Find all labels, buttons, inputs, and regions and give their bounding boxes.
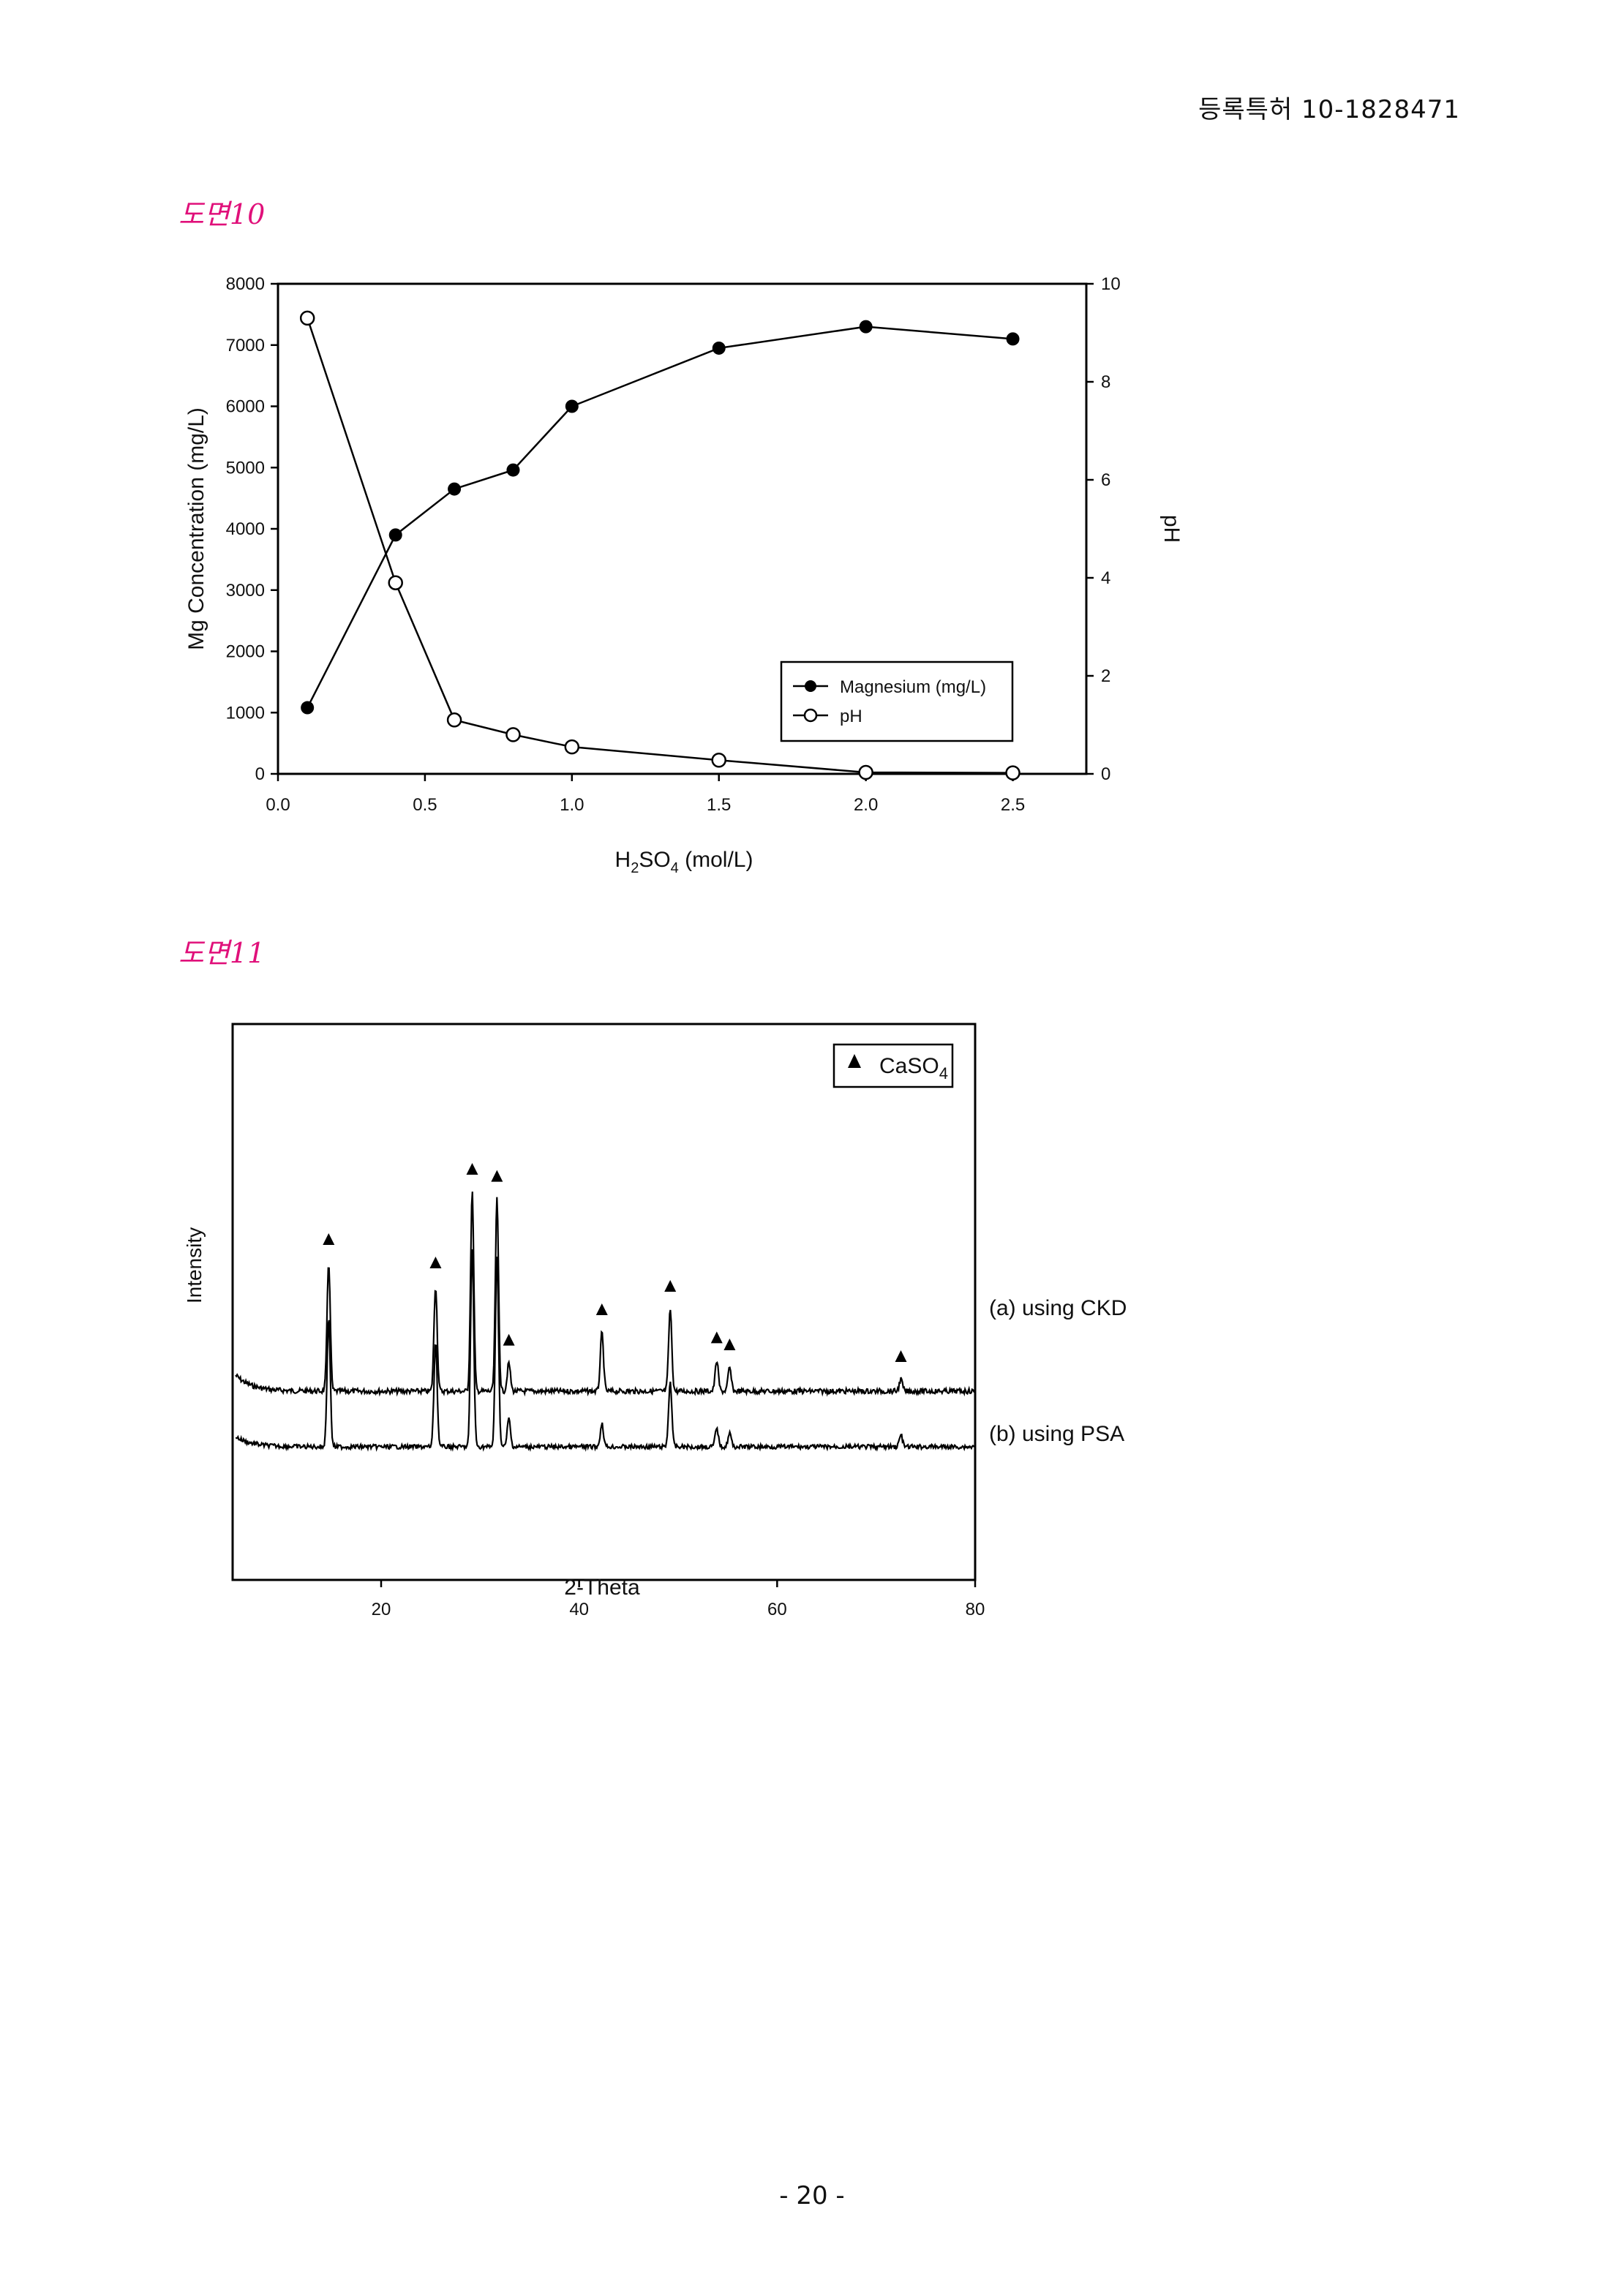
y2-tick-label: 0 [1101, 764, 1110, 784]
y-tick-label: 2000 [226, 642, 265, 662]
x-tick-label: 0.5 [413, 795, 437, 815]
ph-point [505, 727, 521, 742]
magnesium-point [712, 341, 726, 355]
patent-number: 등록특허 10-1828471 [1198, 95, 1460, 124]
legend-open-circle-marker [803, 708, 818, 723]
y-tick-label: 8000 [226, 274, 265, 294]
caso4-peak-marker [503, 1333, 515, 1346]
magnesium-point [859, 320, 873, 334]
chart-legend: Magnesium (mg/L) pH [780, 660, 1014, 742]
x-axis-label: H2SO4 (mol/L) [615, 848, 753, 876]
x-tick-label: 1.0 [560, 795, 584, 815]
y2-axis-label: pH [1159, 515, 1184, 543]
y-tick-label: 6000 [226, 397, 265, 417]
ph-point [858, 764, 873, 780]
chart-legend: CaSO4 [832, 1043, 954, 1088]
y2-tick-label: 4 [1101, 568, 1110, 588]
magnesium-point [301, 701, 315, 715]
ph-point [711, 752, 726, 768]
y-tick-label: 3000 [226, 581, 265, 601]
ph-point [564, 739, 580, 755]
y-axis-label: Intensity [183, 1227, 206, 1303]
caso4-peak-marker [466, 1163, 478, 1175]
x-tick-label: 0.0 [266, 795, 290, 815]
caso4-peak-marker [595, 1303, 608, 1315]
legend-caso4-label: CaSO4 [879, 1054, 948, 1083]
y-tick-label: 0 [255, 764, 265, 784]
magnesium-point [1006, 332, 1020, 346]
magnesium-series-line [307, 325, 1013, 709]
ph-series-line [306, 317, 1013, 774]
trace-a-line [235, 1192, 976, 1397]
figure-10-label: 도면10 [178, 198, 266, 230]
caso4-peak-marker [723, 1339, 736, 1350]
plot-frame [231, 1023, 977, 1581]
trace-a-label: (a) using CKD [989, 1296, 1127, 1320]
x-tick-label: 1.5 [707, 795, 731, 815]
figure-11-label: 도면11 [178, 937, 266, 969]
xrd-chart: 20 40 60 80 CaSO4 (a) using CKD (b) using P… [183, 1023, 1127, 1619]
caso4-peak-marker [895, 1350, 907, 1362]
y2-tick-label: 2 [1101, 666, 1110, 686]
caso4-peak-marker [664, 1280, 677, 1292]
x-tick-label: 40 [569, 1600, 589, 1619]
legend-triangle-marker [848, 1054, 861, 1068]
y-tick-label: 5000 [226, 458, 265, 478]
legend-ph-label: pH [840, 707, 862, 726]
page-number: - 20 - [779, 2181, 845, 2210]
y2-tick-label: 10 [1101, 274, 1121, 294]
ph-point [1005, 765, 1020, 780]
x-tick-label: 80 [966, 1600, 985, 1619]
magnesium-point [448, 482, 462, 496]
magnesium-point [506, 463, 520, 477]
legend-magnesium-label: Magnesium (mg/L) [840, 677, 986, 697]
magnesium-point [565, 399, 579, 413]
caso4-peak-marker [429, 1257, 442, 1268]
y-tick-label: 7000 [226, 336, 265, 355]
trace-b-line [235, 1249, 975, 1452]
caso4-peak-marker [710, 1331, 723, 1344]
trace-b-label: (b) using PSA [989, 1422, 1124, 1446]
legend-filled-circle-marker [805, 680, 816, 692]
x-tick-label: 2.5 [1001, 795, 1025, 815]
ph-point [299, 310, 315, 326]
magnesium-point [388, 528, 402, 542]
x-tick-label: 20 [372, 1600, 391, 1619]
mg-ph-chart: 0 1000 2000 3000 4000 5000 6000 7000 8000 0 2 4 6 8 1… [184, 274, 1184, 876]
x-tick-label: 2.0 [854, 795, 878, 815]
caso4-peak-marker [323, 1233, 335, 1245]
y-tick-label: 1000 [226, 703, 265, 723]
y-tick-label: 4000 [226, 519, 265, 539]
x-axis-label: 2-Theta [564, 1576, 640, 1600]
y2-tick-label: 8 [1101, 372, 1110, 392]
caso4-peak-marker [491, 1170, 503, 1182]
x-tick-label: 60 [767, 1600, 787, 1619]
y-axis-label: Mg Concentration (mg/L) [184, 407, 208, 650]
y2-tick-label: 6 [1101, 470, 1110, 490]
ph-point [446, 712, 462, 728]
ph-point [388, 575, 403, 590]
